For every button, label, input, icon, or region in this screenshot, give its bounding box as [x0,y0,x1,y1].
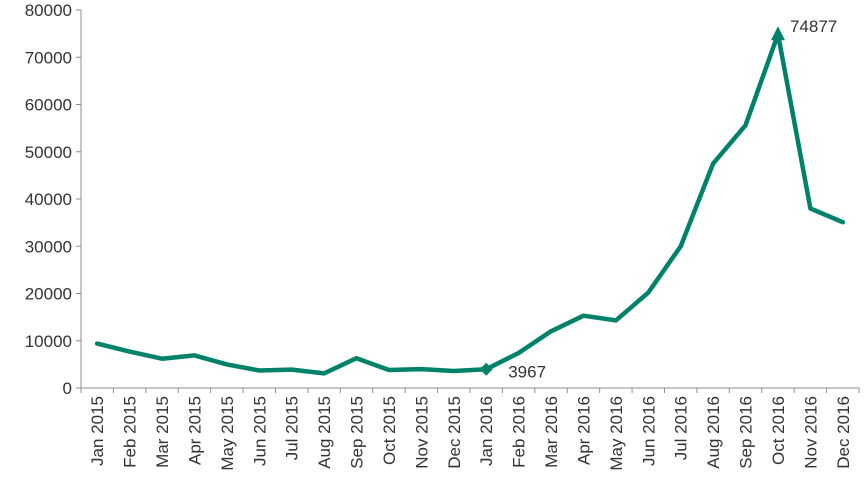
x-tick-label: Oct 2016 [769,396,788,465]
x-tick-label: Feb 2016 [510,396,529,468]
data-point [224,362,229,367]
data-label: 74877 [790,17,837,36]
data-point [192,353,197,358]
x-tick-label: May 2016 [607,396,626,471]
y-tick-label: 20000 [25,285,72,304]
x-tick-label: Aug 2015 [315,396,334,469]
y-tick-label: 0 [63,379,72,398]
x-tick-label: Dec 2016 [834,396,853,469]
x-tick-label: Aug 2016 [704,396,723,469]
y-tick-label: 80000 [25,1,72,20]
y-axis: 0 10000 20000 30000 40000 50000 60000 70000 8000… [25,1,82,398]
x-tick-label: Feb 2015 [121,396,140,468]
data-point [451,368,456,373]
x-tick-label: Sep 2015 [348,396,367,469]
x-tick-label: May 2015 [218,396,237,471]
x-tick-label: Nov 2015 [412,396,431,469]
y-tick-label: 30000 [25,237,72,256]
data-point [711,161,716,166]
y-tick-label: 40000 [25,190,72,209]
data-point [419,367,424,372]
data-point [549,329,554,334]
y-tick-label: 70000 [25,48,72,67]
x-tick-label: Oct 2015 [380,396,399,465]
x-axis: Jan 2015 Feb 2015 Mar 2015 Apr 2015 May 2015… [80,387,860,471]
marker-triangle [770,26,785,41]
marker-diamond [479,362,493,376]
x-tick-label: Dec 2015 [445,396,464,469]
x-tick-label: Apr 2015 [185,396,204,465]
series-line-group [94,31,846,376]
data-point [386,368,391,373]
annotations: 3967 74877 [479,17,837,381]
x-tick-label: Mar 2016 [542,396,561,468]
data-point [95,341,100,346]
data-point [613,318,618,323]
y-tick-label: 60000 [25,96,72,115]
x-tick-label: Mar 2015 [153,396,172,468]
data-point [127,349,132,354]
y-tick-label: 10000 [25,332,72,351]
data-point [840,220,845,225]
data-point [646,290,651,295]
x-tick-label: Apr 2016 [574,396,593,465]
data-point [581,313,586,318]
data-point [257,368,262,373]
x-tick-label: Jul 2015 [283,396,302,460]
x-tick-label: Sep 2016 [737,396,756,469]
data-point [743,123,748,128]
x-tick-label: Jun 2015 [250,396,269,466]
x-tick-label: Jan 2016 [477,396,496,466]
data-point [289,367,294,372]
data-point [516,351,521,356]
data-label: 3967 [508,362,546,381]
y-tick-label: 50000 [25,143,72,162]
data-point [678,244,683,249]
x-tick-label: Jul 2016 [672,396,691,460]
data-point [322,371,327,376]
x-tick-label: Jan 2015 [88,396,107,466]
data-point [354,356,359,361]
series-line [94,31,846,376]
x-tick-label: Nov 2016 [801,396,820,469]
data-point [160,356,165,361]
data-point [808,206,813,211]
x-tick-label: Jun 2016 [639,396,658,466]
